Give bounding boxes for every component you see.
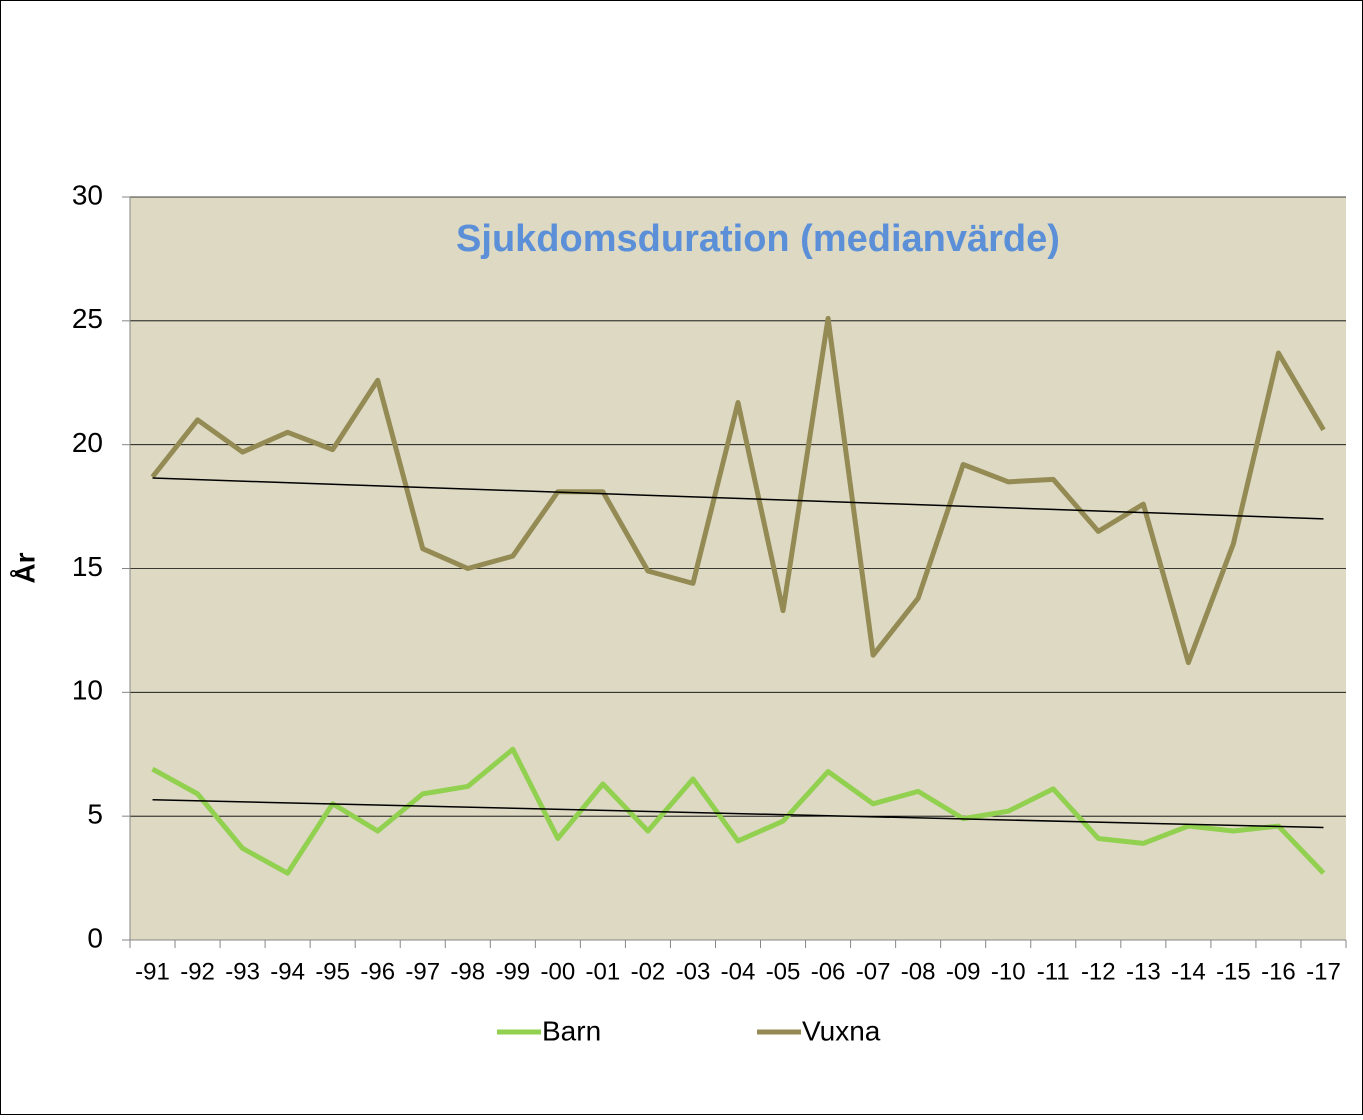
x-tick-label: -10 [991, 958, 1026, 985]
x-tick-label: -17 [1306, 958, 1341, 985]
x-tick-label: -05 [766, 958, 801, 985]
y-tick-label: 0 [87, 922, 103, 953]
x-tick-label: -03 [676, 958, 711, 985]
x-tick-label: -91 [135, 958, 170, 985]
y-tick-label: 30 [72, 179, 103, 210]
trend-line [152, 477, 1324, 520]
chart-title: Sjukdomsduration (medianvärde) [456, 218, 1060, 260]
x-tick-label: -08 [901, 958, 936, 985]
legend-label: Vuxna [802, 1015, 881, 1046]
x-tick-label: -15 [1216, 958, 1251, 985]
x-tick-label: -99 [495, 958, 530, 985]
y-tick-label: 15 [72, 551, 103, 582]
x-tick-label: -04 [721, 958, 756, 985]
x-tick-label: -13 [1126, 958, 1161, 985]
y-tick-label: 25 [72, 303, 103, 334]
x-tick-label: -01 [586, 958, 621, 985]
x-tick-label: -98 [450, 958, 485, 985]
y-tick-label: 5 [87, 799, 103, 830]
y-tick-label: 10 [72, 675, 103, 706]
x-tick-label: -96 [360, 958, 395, 985]
legend-label: Barn [542, 1015, 601, 1046]
x-tick-label: -92 [180, 958, 215, 985]
x-tick-label: -02 [631, 958, 666, 985]
x-tick-label: -12 [1081, 958, 1116, 985]
x-tick-label: -95 [315, 958, 350, 985]
x-tick-label: -00 [541, 958, 576, 985]
x-tick-label: -97 [405, 958, 440, 985]
y-axis-label: År [9, 552, 40, 583]
x-tick-label: -06 [811, 958, 846, 985]
x-tick-label: -07 [856, 958, 891, 985]
x-tick-label: -94 [270, 958, 305, 985]
x-tick-label: -16 [1261, 958, 1296, 985]
series-line [150, 315, 1326, 666]
y-tick-label: 20 [72, 427, 103, 458]
series-line [151, 746, 1326, 876]
x-tick-label: -14 [1171, 958, 1206, 985]
trend-line [152, 798, 1324, 829]
x-tick-label: -09 [946, 958, 981, 985]
x-tick-label: -93 [225, 958, 260, 985]
x-tick-label: -11 [1037, 958, 1070, 985]
